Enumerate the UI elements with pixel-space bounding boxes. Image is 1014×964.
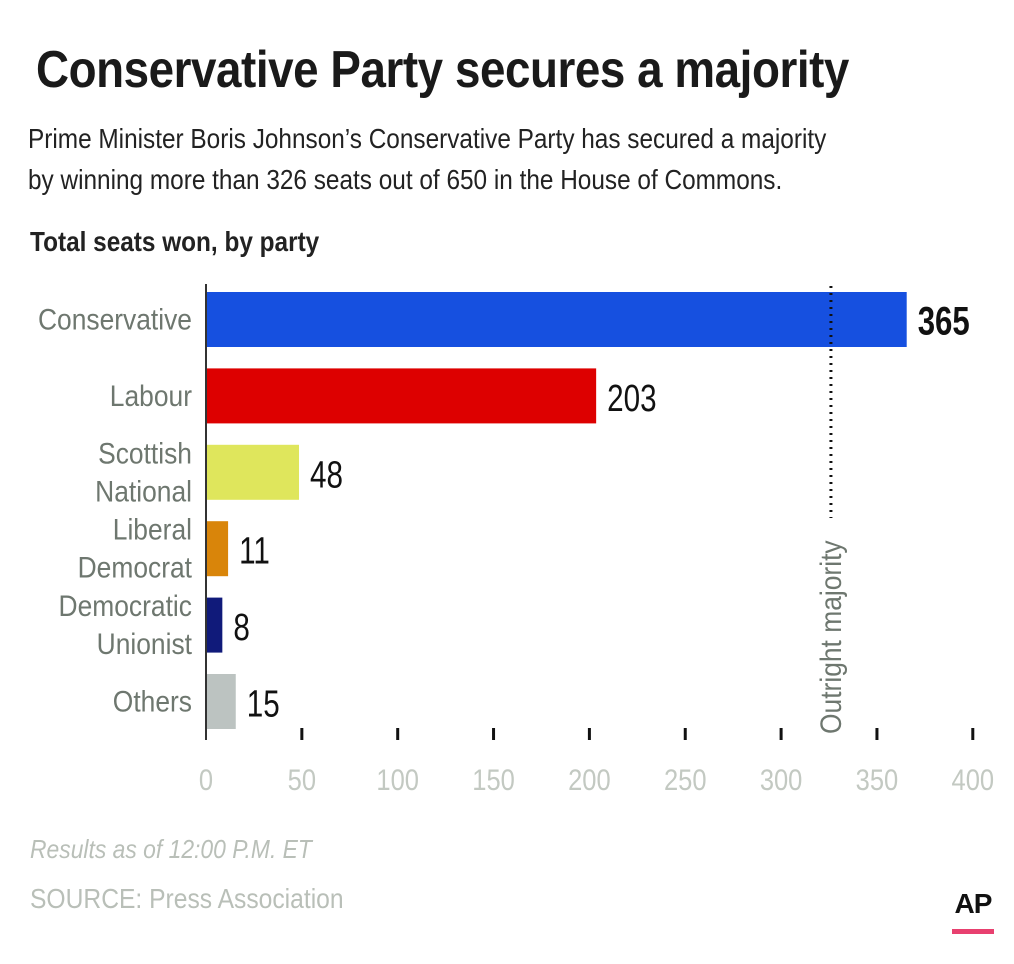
x-tick-label: 200	[568, 763, 611, 796]
source-note: SOURCE: Press Association	[30, 883, 344, 914]
chart-subtitle-heading: Total seats won, by party	[30, 226, 320, 257]
majority-reference-label: Outright majority	[813, 540, 847, 734]
subtitle-line-1: Prime Minister Boris Johnson’s Conservat…	[28, 123, 827, 154]
bar-value-label: 48	[310, 454, 343, 496]
category-label: Liberal	[113, 512, 192, 546]
chart-title-headline: Conservative Party secures a majority	[36, 41, 849, 99]
bar-3	[207, 521, 229, 577]
bar-2	[207, 444, 300, 500]
results-timestamp-note: Results as of 12:00 P.M. ET	[30, 834, 312, 864]
x-tick-label: 400	[952, 763, 995, 796]
category-label: Labour	[110, 378, 192, 412]
bar-chart: 0 50 100 150 200 250 300 350 400 365 Conservative 2…	[38, 284, 995, 796]
category-label: Unionist	[97, 626, 192, 660]
bar-1	[207, 368, 597, 424]
chart-subtitle: Prime Minister Boris Johnson’s Conservat…	[28, 118, 985, 200]
category-label: Democratic	[59, 588, 192, 622]
bar-value-label: 8	[233, 607, 249, 649]
ap-logo-underline	[952, 929, 994, 934]
category-label: Others	[113, 684, 192, 718]
x-tick-label: 300	[760, 763, 803, 796]
x-tick-label: 0	[199, 763, 213, 796]
bar-value-label: 203	[607, 377, 656, 419]
bar-value-label: 15	[247, 683, 280, 725]
bar-value-label: 365	[918, 299, 970, 344]
x-tick-label: 50	[288, 763, 316, 796]
bar-value-label: 11	[239, 530, 270, 572]
category-label: Democrat	[78, 550, 193, 584]
x-tick-label: 150	[472, 763, 515, 796]
subtitle-line-2: by winning more than 326 seats out of 65…	[28, 164, 783, 195]
category-label: Conservative	[38, 302, 192, 336]
x-tick-label: 100	[376, 763, 419, 796]
bar-4	[207, 597, 223, 653]
category-label: National	[95, 474, 192, 508]
category-label: Scottish	[98, 436, 192, 470]
x-tick-label: 350	[856, 763, 899, 796]
x-tick-label: 250	[664, 763, 707, 796]
bar-5	[207, 674, 236, 729]
bar-0	[207, 292, 907, 347]
ap-logo: AP	[954, 888, 993, 919]
